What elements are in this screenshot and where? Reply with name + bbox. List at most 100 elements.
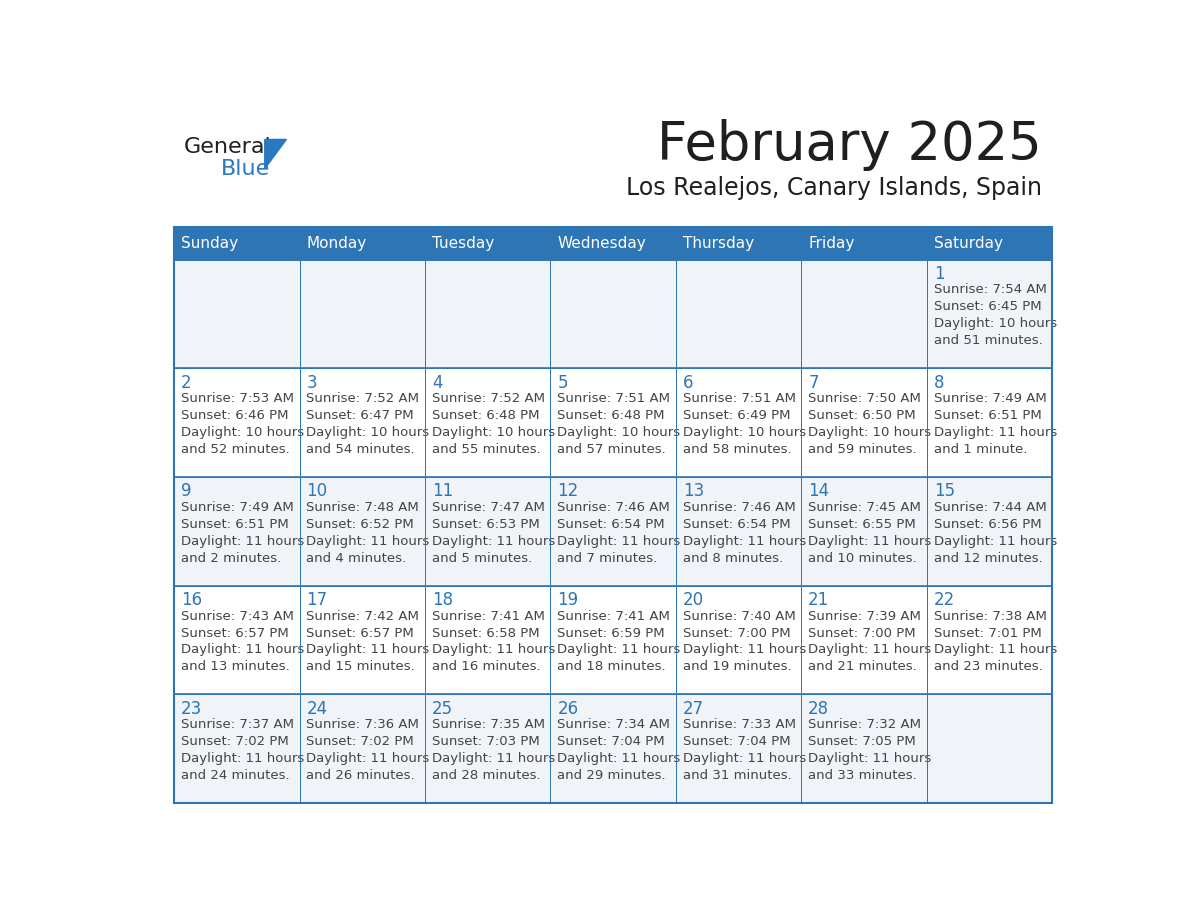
- Text: Sunset: 6:56 PM: Sunset: 6:56 PM: [934, 518, 1042, 531]
- Text: Daylight: 11 hours: Daylight: 11 hours: [181, 535, 304, 548]
- Bar: [425, 227, 550, 260]
- Text: 5: 5: [557, 374, 568, 392]
- Text: Sunset: 6:54 PM: Sunset: 6:54 PM: [683, 518, 790, 531]
- Text: Sunrise: 7:44 AM: Sunrise: 7:44 AM: [934, 501, 1047, 514]
- Text: Sunset: 7:05 PM: Sunset: 7:05 PM: [808, 735, 916, 748]
- Bar: [676, 227, 801, 260]
- Text: Sunset: 6:49 PM: Sunset: 6:49 PM: [683, 409, 790, 422]
- Bar: [425, 260, 550, 368]
- Text: Sunrise: 7:50 AM: Sunrise: 7:50 AM: [808, 392, 921, 405]
- Bar: [299, 227, 425, 260]
- Text: and 2 minutes.: and 2 minutes.: [181, 552, 282, 565]
- Text: and 29 minutes.: and 29 minutes.: [557, 769, 666, 782]
- Text: Sunrise: 7:47 AM: Sunrise: 7:47 AM: [432, 501, 545, 514]
- Text: Saturday: Saturday: [934, 236, 1003, 251]
- Text: Sunset: 7:00 PM: Sunset: 7:00 PM: [683, 626, 790, 640]
- Text: Sunset: 6:48 PM: Sunset: 6:48 PM: [432, 409, 539, 422]
- Text: Sunset: 6:51 PM: Sunset: 6:51 PM: [934, 409, 1042, 422]
- Text: and 33 minutes.: and 33 minutes.: [808, 769, 917, 782]
- Bar: [175, 586, 299, 694]
- Bar: [550, 586, 676, 694]
- Text: Sunrise: 7:42 AM: Sunrise: 7:42 AM: [307, 610, 419, 622]
- Text: and 18 minutes.: and 18 minutes.: [557, 660, 666, 674]
- Text: Daylight: 11 hours: Daylight: 11 hours: [934, 426, 1057, 439]
- Text: Sunset: 6:47 PM: Sunset: 6:47 PM: [307, 409, 415, 422]
- Text: Sunrise: 7:54 AM: Sunrise: 7:54 AM: [934, 284, 1047, 297]
- Text: and 52 minutes.: and 52 minutes.: [181, 443, 290, 456]
- Text: Sunrise: 7:46 AM: Sunrise: 7:46 AM: [557, 501, 670, 514]
- Text: Sunset: 6:55 PM: Sunset: 6:55 PM: [808, 518, 916, 531]
- Text: Sunset: 6:48 PM: Sunset: 6:48 PM: [557, 409, 665, 422]
- Text: and 58 minutes.: and 58 minutes.: [683, 443, 791, 456]
- Text: Sunrise: 7:34 AM: Sunrise: 7:34 AM: [557, 718, 670, 732]
- Text: and 15 minutes.: and 15 minutes.: [307, 660, 416, 674]
- Bar: [425, 477, 550, 586]
- Bar: [175, 260, 299, 368]
- Text: Daylight: 11 hours: Daylight: 11 hours: [432, 752, 555, 766]
- Text: 15: 15: [934, 482, 955, 500]
- Text: Daylight: 11 hours: Daylight: 11 hours: [432, 535, 555, 548]
- Bar: [175, 368, 299, 477]
- Text: Sunrise: 7:35 AM: Sunrise: 7:35 AM: [432, 718, 545, 732]
- Text: 19: 19: [557, 591, 579, 610]
- Text: 14: 14: [808, 482, 829, 500]
- Text: Sunset: 7:03 PM: Sunset: 7:03 PM: [432, 735, 539, 748]
- Text: Sunrise: 7:49 AM: Sunrise: 7:49 AM: [934, 392, 1047, 405]
- Text: Sunrise: 7:40 AM: Sunrise: 7:40 AM: [683, 610, 796, 622]
- Bar: [801, 477, 927, 586]
- Text: and 55 minutes.: and 55 minutes.: [432, 443, 541, 456]
- Text: and 10 minutes.: and 10 minutes.: [808, 552, 917, 565]
- Text: and 59 minutes.: and 59 minutes.: [808, 443, 917, 456]
- Text: Sunrise: 7:37 AM: Sunrise: 7:37 AM: [181, 718, 295, 732]
- Text: Daylight: 11 hours: Daylight: 11 hours: [557, 535, 681, 548]
- Text: Daylight: 11 hours: Daylight: 11 hours: [808, 535, 931, 548]
- Text: and 54 minutes.: and 54 minutes.: [307, 443, 415, 456]
- Bar: [801, 586, 927, 694]
- Bar: [299, 477, 425, 586]
- Bar: [676, 260, 801, 368]
- Text: Daylight: 11 hours: Daylight: 11 hours: [307, 535, 430, 548]
- Bar: [550, 260, 676, 368]
- Bar: [927, 368, 1053, 477]
- Bar: [927, 227, 1053, 260]
- Text: Sunrise: 7:38 AM: Sunrise: 7:38 AM: [934, 610, 1047, 622]
- Text: and 28 minutes.: and 28 minutes.: [432, 769, 541, 782]
- Bar: [299, 368, 425, 477]
- Text: Daylight: 10 hours: Daylight: 10 hours: [432, 426, 555, 439]
- Text: Daylight: 11 hours: Daylight: 11 hours: [307, 752, 430, 766]
- Text: Sunrise: 7:43 AM: Sunrise: 7:43 AM: [181, 610, 293, 622]
- Bar: [676, 477, 801, 586]
- Text: Friday: Friday: [808, 236, 854, 251]
- Text: Sunset: 6:54 PM: Sunset: 6:54 PM: [557, 518, 665, 531]
- Text: Daylight: 10 hours: Daylight: 10 hours: [683, 426, 805, 439]
- Text: Daylight: 11 hours: Daylight: 11 hours: [557, 752, 681, 766]
- Text: 24: 24: [307, 700, 328, 718]
- Text: Daylight: 11 hours: Daylight: 11 hours: [181, 644, 304, 656]
- Text: General: General: [183, 137, 271, 157]
- Bar: [927, 694, 1053, 803]
- Text: and 24 minutes.: and 24 minutes.: [181, 769, 290, 782]
- Text: Daylight: 10 hours: Daylight: 10 hours: [808, 426, 931, 439]
- Text: Sunrise: 7:53 AM: Sunrise: 7:53 AM: [181, 392, 295, 405]
- Text: Daylight: 10 hours: Daylight: 10 hours: [181, 426, 304, 439]
- Text: Daylight: 11 hours: Daylight: 11 hours: [307, 644, 430, 656]
- Text: Sunset: 6:57 PM: Sunset: 6:57 PM: [307, 626, 415, 640]
- Text: 1: 1: [934, 265, 944, 283]
- Bar: [175, 227, 1053, 803]
- Text: Sunset: 6:53 PM: Sunset: 6:53 PM: [432, 518, 539, 531]
- Text: Los Realejos, Canary Islands, Spain: Los Realejos, Canary Islands, Spain: [626, 175, 1042, 199]
- Text: Sunset: 6:45 PM: Sunset: 6:45 PM: [934, 300, 1042, 313]
- Text: Daylight: 11 hours: Daylight: 11 hours: [181, 752, 304, 766]
- Text: Sunset: 7:02 PM: Sunset: 7:02 PM: [181, 735, 289, 748]
- Text: Daylight: 11 hours: Daylight: 11 hours: [683, 535, 805, 548]
- Text: Sunset: 6:51 PM: Sunset: 6:51 PM: [181, 518, 289, 531]
- Text: 11: 11: [432, 482, 453, 500]
- Bar: [299, 586, 425, 694]
- Text: 17: 17: [307, 591, 328, 610]
- Text: 26: 26: [557, 700, 579, 718]
- Text: 10: 10: [307, 482, 328, 500]
- Text: Thursday: Thursday: [683, 236, 754, 251]
- Text: and 21 minutes.: and 21 minutes.: [808, 660, 917, 674]
- Bar: [425, 368, 550, 477]
- Text: Monday: Monday: [307, 236, 367, 251]
